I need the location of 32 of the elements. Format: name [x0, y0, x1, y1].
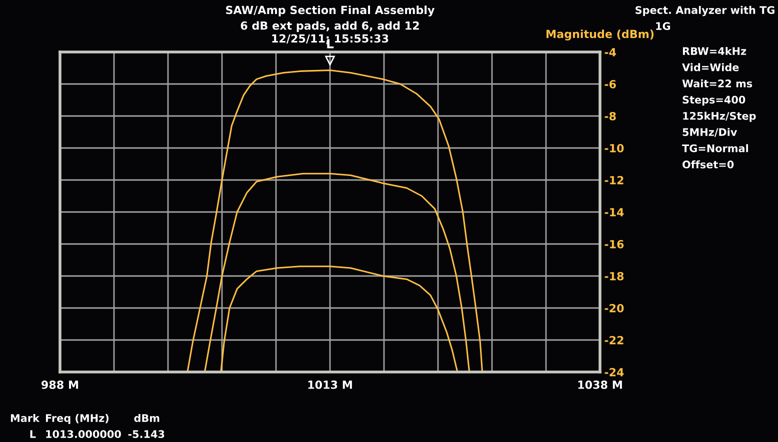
y-tick-label: -22: [604, 336, 624, 344]
text: Wait=22 ms: [682, 79, 752, 88]
y-axis-title: Magnitude (dBm): [546, 30, 654, 40]
text: Spect. Analyzer with TG: [636, 6, 774, 16]
y-tick-label: -10: [604, 144, 624, 152]
x-tick-label: 1038 M: [578, 380, 622, 389]
text: 5MHz/Div: [682, 128, 738, 137]
x-tick-label: 1013 M: [308, 380, 352, 389]
text: 125kHz/Step: [683, 112, 756, 122]
text: RBW=4kHz: [682, 46, 746, 55]
y-tick-label: -12: [604, 176, 624, 184]
chart-title: SAW/Amp Section Final Assembly: [226, 6, 435, 16]
text: Mark: [10, 414, 40, 422]
y-tick-label: -20: [604, 304, 624, 312]
text: Vid=Wide: [682, 63, 739, 72]
y-tick-label: -16: [604, 240, 624, 248]
text: Freq (MHz): [46, 414, 109, 424]
y-tick-label: -14: [604, 208, 624, 216]
text: Steps=400: [682, 96, 746, 106]
text: -5.143: [128, 430, 164, 438]
text: L: [30, 430, 36, 438]
y-tick-label: -6: [604, 80, 616, 88]
text: dBm: [134, 414, 160, 422]
y-tick-label: -4: [604, 48, 616, 56]
text: 1013.000000: [46, 430, 121, 438]
text: 1G: [656, 22, 670, 30]
y-tick-label: -18: [604, 272, 624, 280]
y-tick-label: -24: [604, 368, 624, 376]
y-tick-label: -8: [604, 112, 616, 120]
x-tick-label: 988 M: [42, 380, 78, 389]
text: Offset=0: [682, 160, 734, 168]
text: TG=Normal: [682, 144, 748, 152]
